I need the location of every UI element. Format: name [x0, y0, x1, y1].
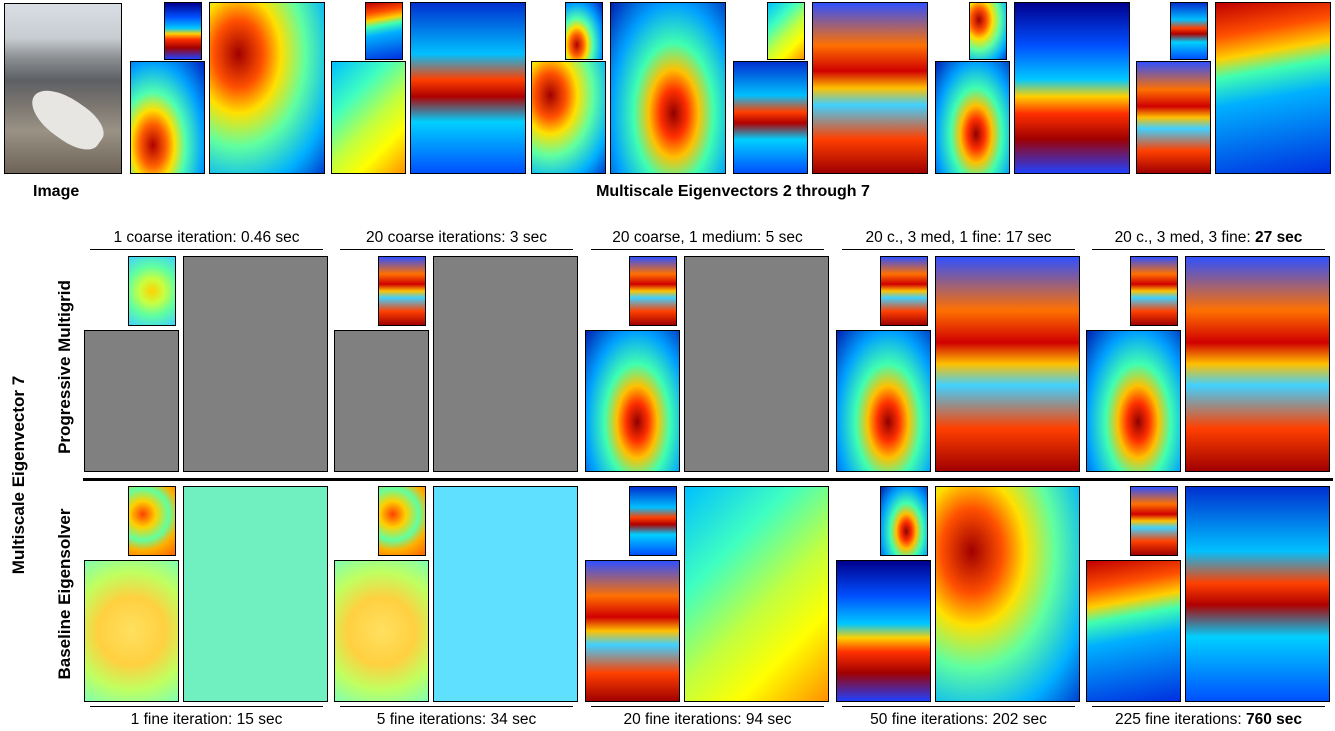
col-3-bottom-caption-text: 20 fine iterations: 94 sec	[623, 711, 792, 728]
base-col-5-medium	[1086, 560, 1181, 702]
pmg-col-1-large	[183, 256, 328, 472]
eigvec-7-medium	[1136, 61, 1211, 174]
base-col-3-medium	[585, 560, 680, 702]
eigvec-4-medium	[531, 61, 606, 174]
col-5-top-caption-text: 20 c., 3 med, 3 fine:	[1114, 229, 1256, 246]
col-3-bottom-caption: 20 fine iterations: 94 sec	[623, 711, 791, 729]
col-5-bottom-caption: 225 fine iterations: 760 sec	[1115, 711, 1302, 729]
base-col-1-large	[183, 486, 328, 702]
col-1-bottom-caption-text: 1 fine iteration: 15 sec	[130, 711, 283, 728]
pmg-col-4-medium	[836, 330, 931, 472]
pmg-col-2-medium	[334, 330, 429, 472]
caption-rule	[90, 706, 323, 708]
eigvec-6-large	[1014, 2, 1130, 174]
col-2-top-caption: 20 coarse iterations: 3 sec	[366, 229, 547, 247]
pmg-col-3-medium	[585, 330, 680, 472]
eigvec-5-large	[812, 2, 928, 174]
eigvec-6-small	[969, 2, 1007, 60]
eigvec-caption: Multiscale Eigenvectors 2 through 7	[596, 183, 870, 200]
eigvec-4-large	[610, 2, 726, 174]
base-col-4-small	[880, 486, 928, 556]
col-5-bottom-caption-text: 225 fine iterations:	[1114, 711, 1246, 728]
col-5-top-caption: 20 c., 3 med, 3 fine: 27 sec	[1115, 229, 1303, 247]
col-3-top-caption-text: 20 coarse, 1 medium: 5 sec	[612, 229, 803, 246]
pmg-col-2-large	[433, 256, 578, 472]
col-5-top-caption-bold-time: 27 sec	[1255, 229, 1303, 246]
base-col-3-large	[684, 486, 829, 702]
caption-rule	[340, 249, 573, 251]
eigvec-4-small	[565, 2, 603, 60]
col-1-top-caption-text: 1 coarse iteration: 0.46 sec	[113, 229, 300, 246]
pmg-col-5-large	[1185, 256, 1330, 472]
eigvec-2-medium	[130, 61, 205, 174]
eigvec-7-large	[1215, 2, 1331, 174]
caption-rule	[842, 249, 1075, 251]
col-4-bottom-caption-text: 50 fine iterations: 202 sec	[870, 711, 1047, 728]
col-2-bottom-caption: 5 fine iterations: 34 sec	[377, 711, 536, 729]
col-5-bottom-caption-bold-time: 760 sec	[1245, 711, 1303, 728]
pmg-col-1-medium	[84, 330, 179, 472]
base-col-2-medium	[334, 560, 429, 702]
pmg-col-2-small	[378, 256, 426, 326]
pmg-col-4-small	[880, 256, 928, 326]
pmg-col-1-small	[128, 256, 176, 326]
caption-rule	[340, 706, 573, 708]
boat-shape	[22, 79, 112, 159]
eigvec-5-small	[767, 2, 805, 60]
col-4-top-caption: 20 c., 3 med, 1 fine: 17 sec	[865, 229, 1051, 247]
col-2-top-caption-text: 20 coarse iterations: 3 sec	[366, 229, 547, 246]
base-col-5-small	[1130, 486, 1178, 556]
eigvec-3-medium	[331, 61, 406, 174]
row-separator	[83, 478, 1333, 481]
caption-rule	[90, 249, 323, 251]
eigvec-3-large	[410, 2, 526, 174]
caption-rule	[591, 249, 824, 251]
eigvec-2-small	[164, 2, 202, 60]
base-col-1-medium	[84, 560, 179, 702]
row1-side-label: Progressive Multigrid	[55, 280, 74, 454]
base-col-4-medium	[836, 560, 931, 702]
caption-rule	[591, 706, 824, 708]
image-caption: Image	[33, 183, 80, 200]
eigvec-6-medium	[935, 61, 1010, 174]
pmg-col-5-medium	[1086, 330, 1181, 472]
pmg-col-5-small	[1130, 256, 1178, 326]
pmg-col-3-small	[629, 256, 677, 326]
base-col-3-small	[629, 486, 677, 556]
caption-rule	[1092, 249, 1325, 251]
col-1-top-caption: 1 coarse iteration: 0.46 sec	[113, 229, 299, 247]
col-4-bottom-caption: 50 fine iterations: 202 sec	[870, 711, 1047, 729]
col-2-bottom-caption-text: 5 fine iterations: 34 sec	[376, 711, 537, 728]
outer-side-label: Multiscale Eigenvector 7	[9, 375, 28, 575]
pmg-col-3-large	[684, 256, 829, 472]
base-col-1-small	[128, 486, 176, 556]
caption-rule	[842, 706, 1075, 708]
base-col-2-large	[433, 486, 578, 702]
eigvec-5-medium	[733, 61, 808, 174]
base-col-4-large	[935, 486, 1080, 702]
col-3-top-caption: 20 coarse, 1 medium: 5 sec	[612, 229, 802, 247]
row2-side-label: Baseline Eigensolver	[55, 508, 74, 680]
eigvec-2-large	[209, 2, 325, 174]
base-col-5-large	[1185, 486, 1330, 702]
base-col-2-small	[378, 486, 426, 556]
col-4-top-caption-text: 20 c., 3 med, 1 fine: 17 sec	[865, 229, 1052, 246]
input-photo	[4, 3, 122, 174]
pmg-col-4-large	[935, 256, 1080, 472]
col-1-bottom-caption: 1 fine iteration: 15 sec	[131, 711, 283, 729]
caption-rule	[1092, 706, 1325, 708]
eigvec-7-small	[1170, 2, 1208, 60]
eigvec-3-small	[365, 2, 403, 60]
